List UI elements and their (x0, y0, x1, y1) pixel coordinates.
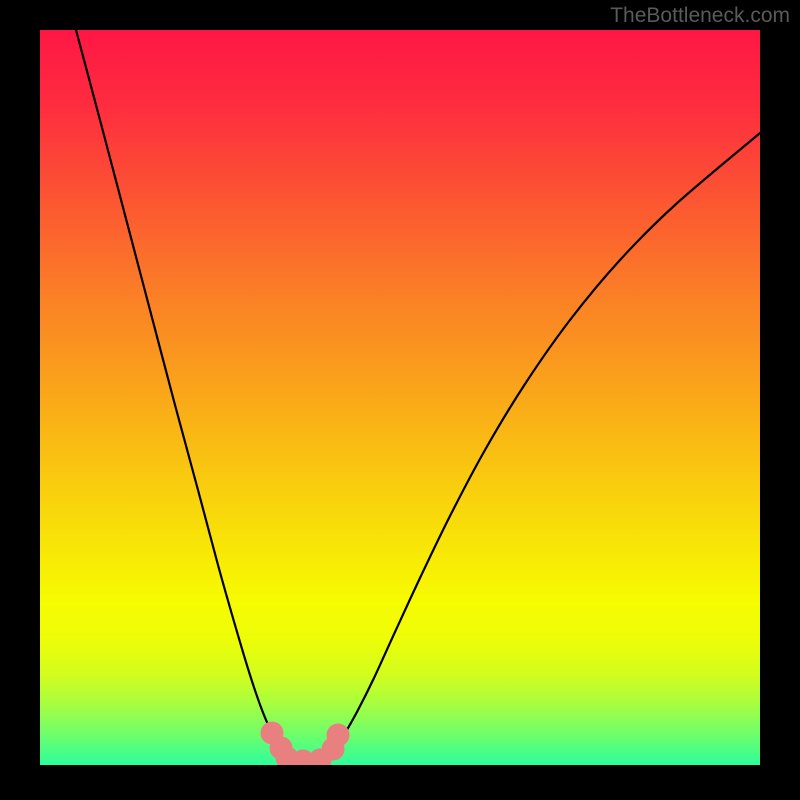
chart-plot-area (40, 30, 760, 765)
curve-marker (327, 724, 349, 746)
chart-background (40, 30, 760, 765)
chart-svg (40, 30, 760, 765)
watermark-text: TheBottleneck.com (610, 4, 790, 28)
